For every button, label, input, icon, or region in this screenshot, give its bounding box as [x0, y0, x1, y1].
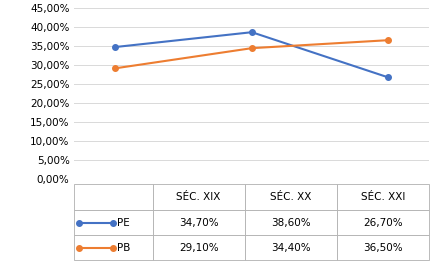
Bar [337, 235, 429, 260]
Text: 34,40%: 34,40% [271, 243, 311, 253]
Bar [74, 210, 152, 235]
Text: PE: PE [117, 218, 130, 227]
Bar [245, 184, 337, 210]
Text: PB: PB [117, 243, 131, 253]
Text: 26,70%: 26,70% [363, 218, 403, 227]
Bar [337, 210, 429, 235]
Text: 29,10%: 29,10% [179, 243, 219, 253]
Bar [74, 235, 152, 260]
Text: SÉC. XIX: SÉC. XIX [177, 192, 221, 202]
Text: SÉC. XX: SÉC. XX [270, 192, 311, 202]
Bar [74, 184, 152, 210]
Bar [152, 184, 245, 210]
Bar [245, 210, 337, 235]
Bar [152, 210, 245, 235]
Bar [337, 184, 429, 210]
Text: 38,60%: 38,60% [271, 218, 311, 227]
Text: 34,70%: 34,70% [179, 218, 219, 227]
Bar [152, 235, 245, 260]
Text: 36,50%: 36,50% [363, 243, 403, 253]
Text: SÉC. XXI: SÉC. XXI [361, 192, 405, 202]
Bar [245, 235, 337, 260]
